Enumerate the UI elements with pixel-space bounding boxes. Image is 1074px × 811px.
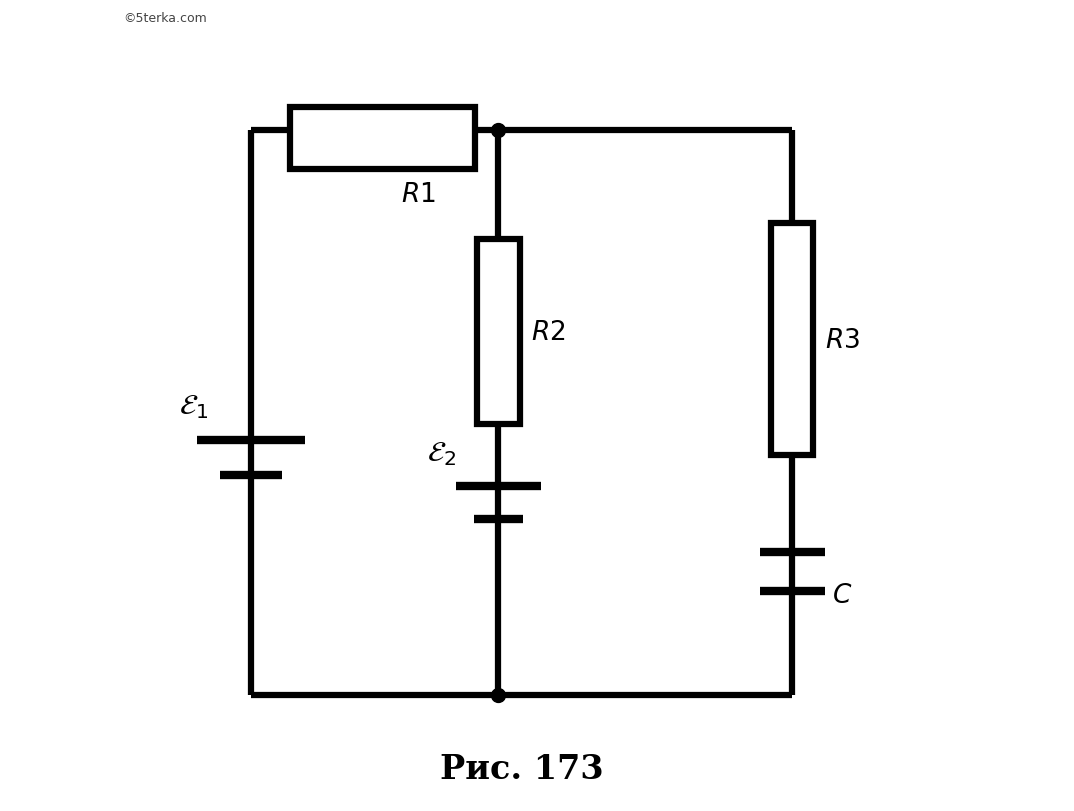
Text: $R2$: $R2$: [532, 320, 566, 345]
Bar: [477, 239, 520, 425]
Text: $\mathcal{E}_2$: $\mathcal{E}_2$: [426, 440, 455, 467]
Bar: [290, 108, 475, 170]
Text: $R3$: $R3$: [825, 328, 860, 352]
Text: $R1$: $R1$: [401, 182, 436, 207]
Text: $C$: $C$: [832, 582, 853, 607]
Bar: [771, 224, 813, 456]
Text: Рис. 173: Рис. 173: [439, 752, 604, 785]
Text: ©5terka.com: ©5terka.com: [124, 11, 207, 24]
Text: $\mathcal{E}_1$: $\mathcal{E}_1$: [179, 393, 208, 421]
